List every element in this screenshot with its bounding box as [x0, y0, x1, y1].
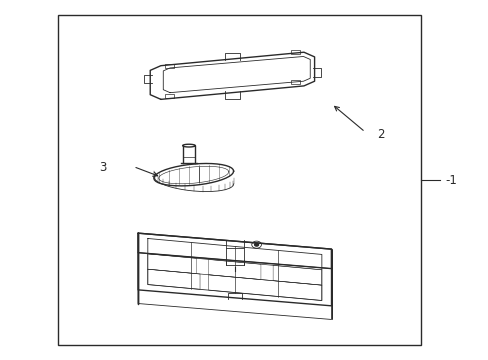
Bar [290, 50, 299, 54]
Bar [58, 15, 420, 345]
Text: 3: 3 [99, 161, 106, 174]
Text: -1: -1 [444, 174, 456, 186]
Circle shape [254, 243, 258, 246]
Bar [165, 94, 174, 98]
Bar [290, 80, 299, 85]
Text: 2: 2 [377, 128, 384, 141]
Bar [165, 64, 174, 68]
